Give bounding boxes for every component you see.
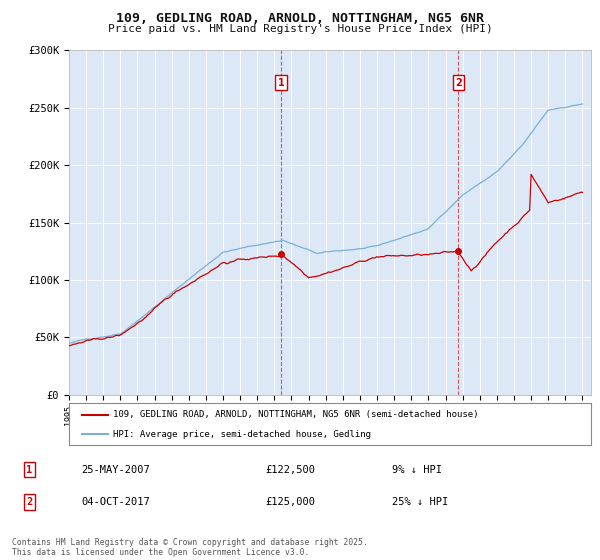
Text: Contains HM Land Registry data © Crown copyright and database right 2025.
This d: Contains HM Land Registry data © Crown c… xyxy=(12,538,368,557)
Text: 109, GEDLING ROAD, ARNOLD, NOTTINGHAM, NG5 6NR (semi-detached house): 109, GEDLING ROAD, ARNOLD, NOTTINGHAM, N… xyxy=(113,410,479,419)
Text: £125,000: £125,000 xyxy=(265,497,316,507)
Text: 9% ↓ HPI: 9% ↓ HPI xyxy=(392,465,442,475)
Text: 04-OCT-2017: 04-OCT-2017 xyxy=(81,497,150,507)
Text: £122,500: £122,500 xyxy=(265,465,316,475)
Text: 2: 2 xyxy=(455,77,462,87)
Text: HPI: Average price, semi-detached house, Gedling: HPI: Average price, semi-detached house,… xyxy=(113,430,371,439)
Text: 1: 1 xyxy=(26,465,32,475)
Text: 2: 2 xyxy=(26,497,32,507)
Text: 109, GEDLING ROAD, ARNOLD, NOTTINGHAM, NG5 6NR: 109, GEDLING ROAD, ARNOLD, NOTTINGHAM, N… xyxy=(116,12,484,25)
Text: 25-MAY-2007: 25-MAY-2007 xyxy=(81,465,150,475)
Text: Price paid vs. HM Land Registry's House Price Index (HPI): Price paid vs. HM Land Registry's House … xyxy=(107,24,493,34)
Text: 25% ↓ HPI: 25% ↓ HPI xyxy=(392,497,448,507)
Text: 1: 1 xyxy=(278,77,284,87)
